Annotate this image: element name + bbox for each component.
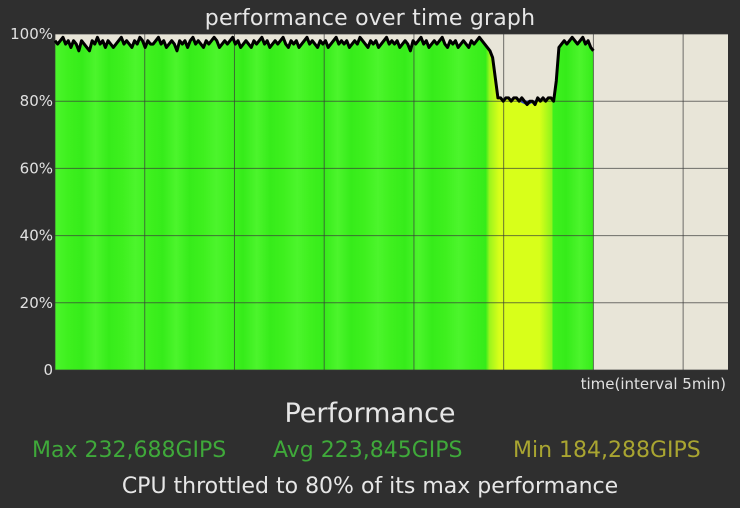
performance-heading: Performance: [284, 398, 456, 429]
y-tick-label: 60%: [20, 159, 53, 177]
y-tick-label: 0: [43, 361, 53, 379]
y-tick-label: 40%: [20, 227, 53, 245]
avg-stat: Avg 223,845GIPS: [273, 438, 463, 463]
y-tick-label: 20%: [20, 294, 53, 312]
performance-chart: 0 20% 40% 60% 80% 100% time(interval 5min): [10, 25, 728, 393]
performance-stats: Max 232,688GIPS Avg 223,845GIPS Min 184,…: [0, 438, 740, 468]
min-stat: Min 184,288GIPS: [513, 438, 701, 463]
max-stat: Max 232,688GIPS: [32, 438, 227, 463]
x-axis-label: time(interval 5min): [581, 375, 726, 393]
y-tick-label: 100%: [10, 25, 53, 43]
throttle-note: CPU throttled to 80% of its max performa…: [121, 474, 619, 499]
performance-line: [53, 35, 595, 107]
y-tick-label: 80%: [20, 92, 53, 110]
chart-title: performance over time graph: [204, 6, 536, 31]
